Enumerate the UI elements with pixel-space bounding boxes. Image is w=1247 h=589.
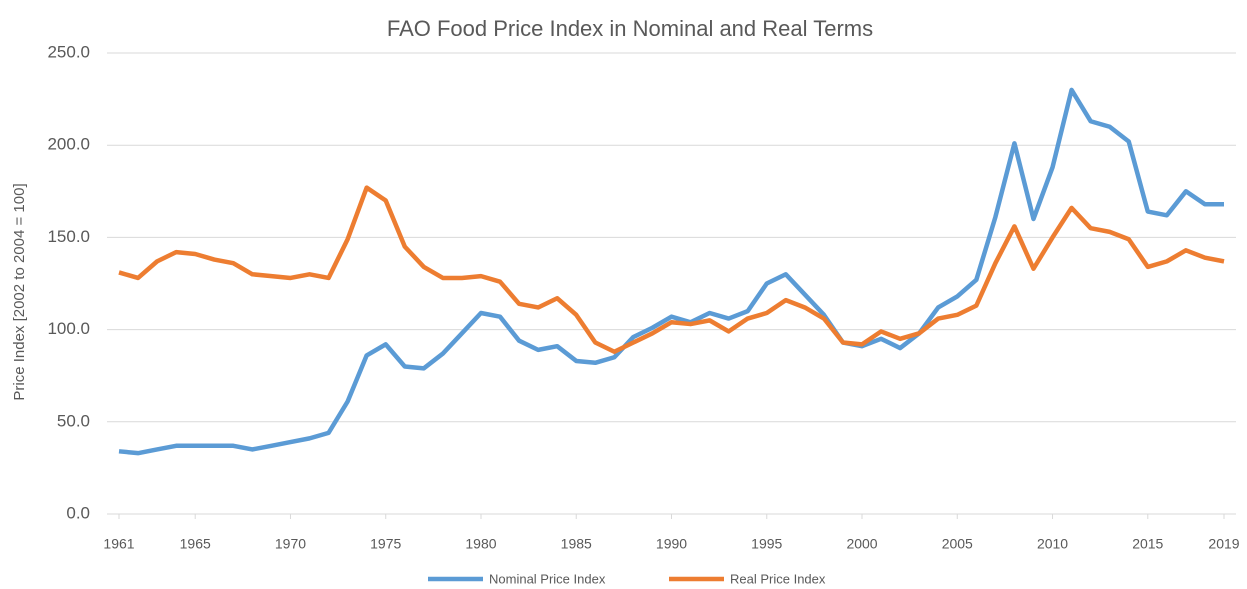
x-tick-label: 1970 xyxy=(275,536,306,552)
y-tick-label: 250.0 xyxy=(47,42,90,61)
x-tick-label: 2005 xyxy=(942,536,973,552)
x-tick-label: 1995 xyxy=(751,536,782,552)
x-tick-label: 1961 xyxy=(103,536,134,552)
x-tick-label: 1985 xyxy=(561,536,592,552)
y-axis-label: Price Index [2002 to 2004 = 100] xyxy=(11,183,28,400)
y-tick-label: 150.0 xyxy=(47,227,90,246)
y-tick-label: 50.0 xyxy=(57,411,90,430)
y-tick-label: 0.0 xyxy=(66,503,90,522)
y-tick-label: 100.0 xyxy=(47,319,90,338)
x-tick-label: 1965 xyxy=(180,536,211,552)
x-tick-label: 2000 xyxy=(846,536,877,552)
x-tick-label: 1975 xyxy=(370,536,401,552)
x-tick-label: 2015 xyxy=(1132,536,1163,552)
y-tick-label: 200.0 xyxy=(47,135,90,154)
x-tick-label: 2019 xyxy=(1208,536,1239,552)
x-tick-label: 1980 xyxy=(465,536,496,552)
chart-title: FAO Food Price Index in Nominal and Real… xyxy=(387,16,873,41)
legend-label: Nominal Price Index xyxy=(489,571,606,586)
x-tick-label: 2010 xyxy=(1037,536,1068,552)
line-series xyxy=(118,185,1225,354)
line-series xyxy=(118,87,1224,456)
x-tick-label: 1990 xyxy=(656,536,687,552)
legend-label: Real Price Index xyxy=(730,571,826,586)
